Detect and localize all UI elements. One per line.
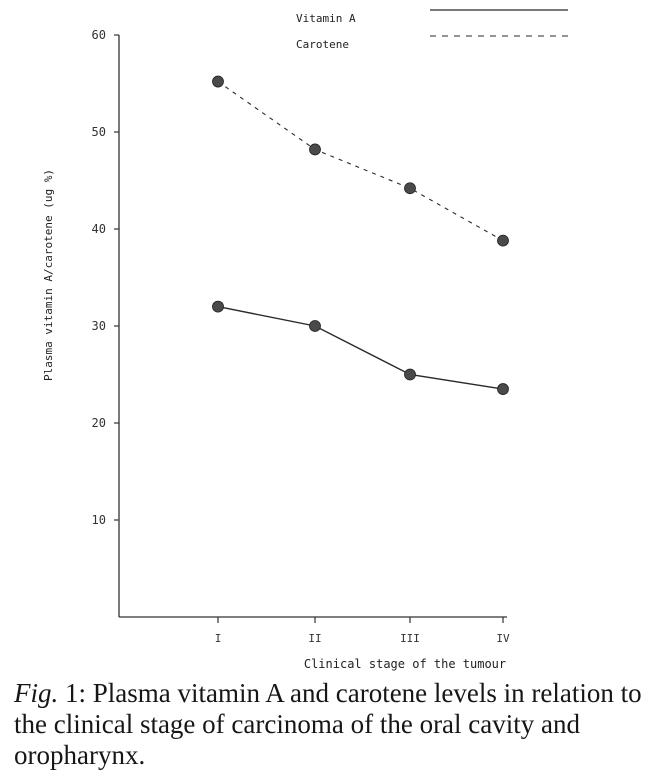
carotene-line [217, 81, 504, 242]
carotene-point [309, 143, 321, 156]
vitamin-a-point [497, 383, 509, 395]
y-tick-label: 10 [92, 513, 106, 527]
carotene-point [404, 182, 416, 195]
legend-label-carotene: Carotene [296, 38, 349, 51]
x-tick-label: III [400, 632, 420, 645]
y-tick-label: 30 [92, 319, 106, 333]
vitamin-a-point [404, 368, 416, 381]
y-tick-label: 50 [92, 125, 106, 139]
vitamin-a-line [217, 305, 504, 390]
carotene-point [212, 75, 224, 88]
figure-caption: Fig. 1: Plasma vitamin A and carotene le… [14, 678, 644, 771]
y-tick-label: 20 [92, 416, 106, 430]
legend: Vitamin A Carotene [296, 9, 568, 51]
x-tick-label: I [215, 632, 222, 645]
x-tick-label: IV [496, 632, 510, 645]
caption-text: 1: Plasma vitamin A and carotene levels … [14, 678, 642, 770]
figure-label: Fig. [14, 678, 59, 708]
carotene-point [497, 234, 509, 247]
legend-label-vitamin-a: Vitamin A [296, 12, 356, 25]
y-tick-label: 60 [92, 28, 106, 42]
x-axis-label: Clinical stage of the tumour [304, 657, 506, 671]
y-tick-label: 40 [92, 222, 106, 236]
y-axis-label: Plasma vitamin A/carotene (ug %) [42, 169, 55, 381]
vitamin-a-point [212, 300, 224, 313]
x-tick-label: II [308, 632, 321, 645]
vitamin-a-point [309, 320, 321, 332]
series-layer [212, 75, 509, 395]
